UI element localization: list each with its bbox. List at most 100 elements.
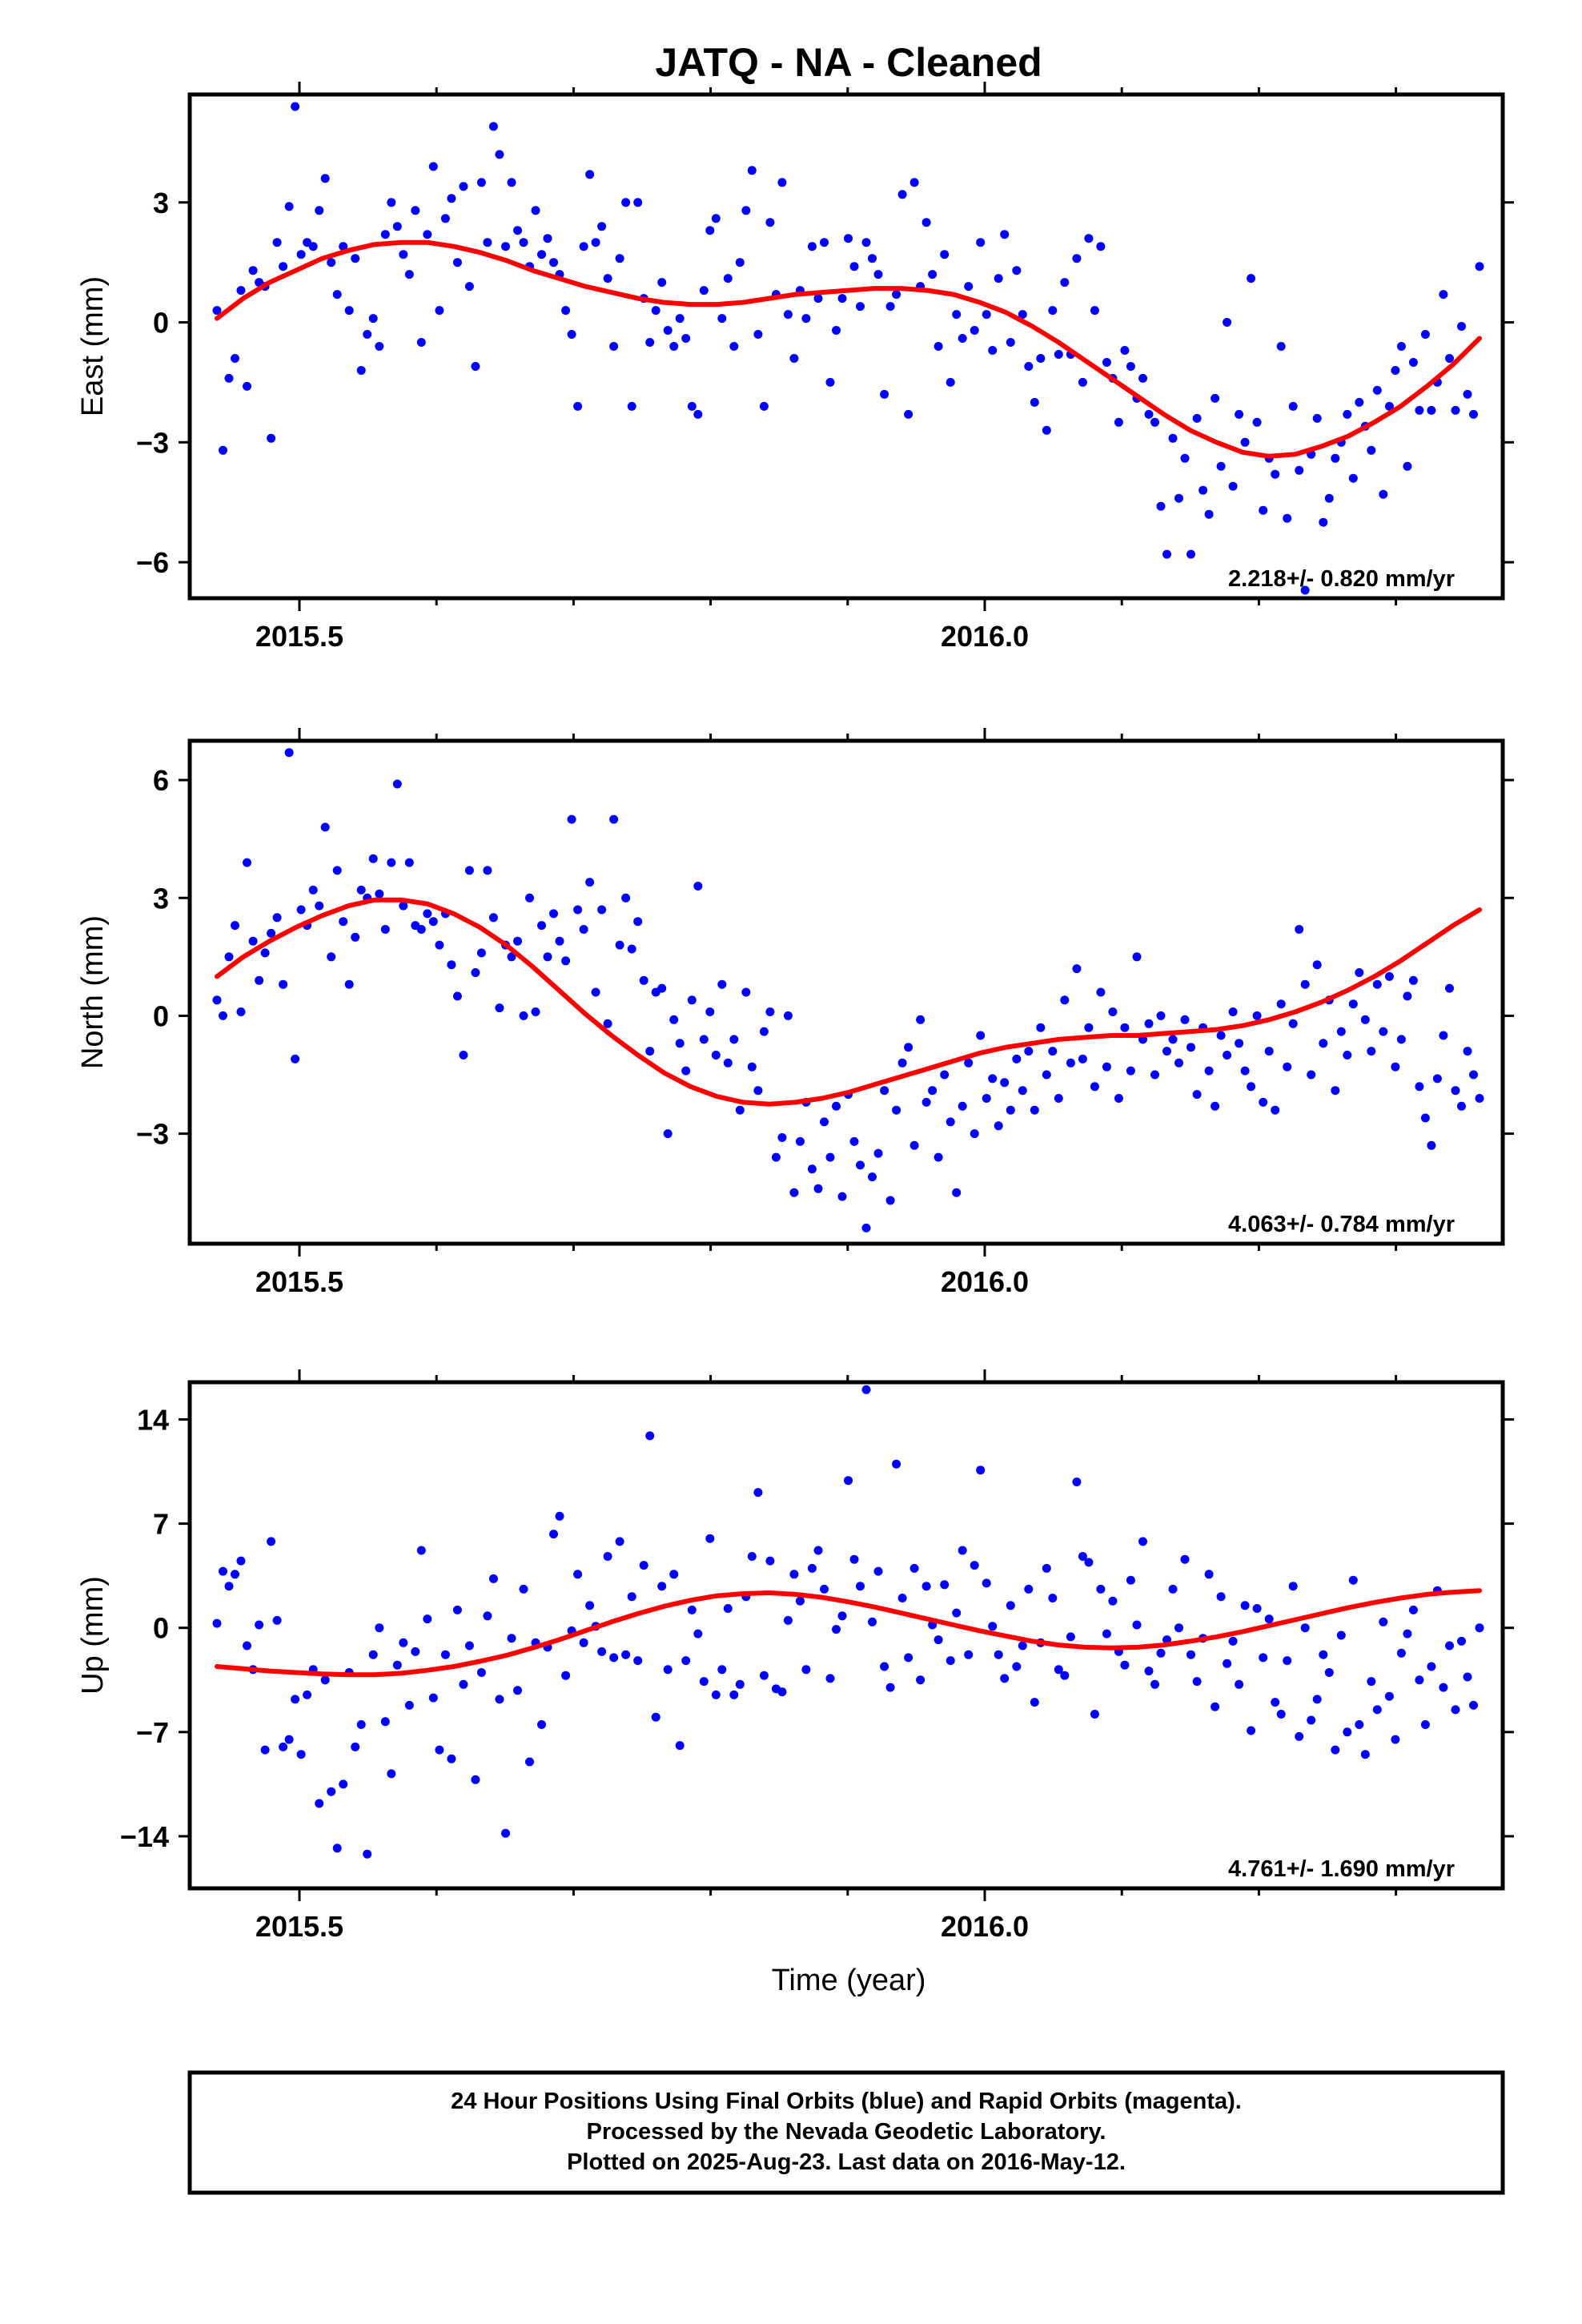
north-data-point — [1162, 1047, 1171, 1056]
up-data-point — [380, 1717, 390, 1727]
up-data-point — [964, 1650, 974, 1659]
up-data-point — [1174, 1623, 1183, 1633]
up-data-point — [795, 1596, 805, 1606]
east-data-point — [1036, 354, 1046, 363]
north-data-point — [777, 1133, 787, 1142]
up-data-point — [1030, 1698, 1039, 1707]
east-data-point — [946, 377, 955, 387]
north-data-point — [621, 893, 631, 903]
east-data-point — [861, 238, 871, 247]
east-data-point — [1324, 493, 1334, 503]
north-data-point — [741, 987, 751, 997]
up-data-point — [1355, 1720, 1364, 1729]
up-data-point — [351, 1742, 360, 1751]
up-data-point — [681, 1656, 691, 1666]
up-data-point — [1042, 1563, 1051, 1573]
east-data-point — [753, 330, 763, 339]
up-data-point — [440, 1650, 450, 1659]
up-data-point — [909, 1563, 919, 1573]
x-axis-label: Time (year) — [772, 1964, 926, 1997]
east-data-point — [735, 258, 745, 267]
east-data-point — [248, 266, 258, 275]
up-y-tick-label: −7 — [136, 1716, 169, 1749]
east-data-point — [1072, 254, 1082, 263]
north-data-point — [1384, 971, 1394, 981]
east-data-point — [291, 102, 300, 111]
east-data-point — [615, 254, 624, 263]
up-data-point — [717, 1665, 727, 1675]
north-data-point — [291, 1054, 300, 1063]
up-data-point — [1295, 1731, 1304, 1741]
north-data-point — [940, 1070, 950, 1080]
north-data-point — [681, 1066, 691, 1076]
north-data-point — [1192, 1090, 1202, 1100]
up-data-point — [1408, 1605, 1418, 1614]
east-data-point — [1012, 266, 1022, 275]
east-data-point — [452, 258, 462, 267]
east-data-point — [327, 258, 336, 267]
north-data-point — [1132, 952, 1142, 962]
up-rate-label: 4.761+/- 1.690 mm/yr — [1228, 1856, 1455, 1882]
north-data-point — [633, 917, 643, 927]
up-data-point — [663, 1665, 673, 1675]
up-data-point — [1343, 1727, 1352, 1737]
north-data-point — [1240, 1066, 1250, 1076]
north-data-point — [820, 1117, 829, 1127]
up-data-point — [669, 1570, 679, 1579]
up-data-point — [880, 1662, 889, 1671]
up-data-point — [1391, 1735, 1400, 1744]
east-data-point — [759, 401, 769, 411]
up-data-point — [1150, 1679, 1159, 1689]
north-data-point — [789, 1188, 799, 1197]
east-x-tick-label: 2015.5 — [255, 620, 343, 653]
north-data-point — [753, 1086, 763, 1096]
up-data-point — [1367, 1677, 1376, 1687]
up-data-point — [507, 1634, 516, 1643]
up-data-point — [356, 1720, 366, 1729]
north-y-tick-label: −3 — [136, 1118, 169, 1151]
north-data-point — [1312, 960, 1322, 970]
east-data-point — [440, 214, 450, 223]
up-data-point — [723, 1604, 733, 1613]
up-data-point — [1420, 1720, 1430, 1729]
up-data-point — [825, 1674, 835, 1683]
north-data-point — [1259, 1097, 1268, 1107]
east-data-point — [495, 150, 504, 159]
east-data-point — [231, 354, 239, 363]
up-data-point — [236, 1556, 246, 1566]
up-data-point — [320, 1675, 330, 1685]
up-data-point — [423, 1614, 432, 1624]
east-data-point — [964, 282, 974, 292]
north-data-point — [555, 936, 564, 946]
east-data-point — [1396, 342, 1406, 351]
up-data-point — [387, 1769, 396, 1779]
up-data-point — [753, 1488, 763, 1498]
up-data-point — [868, 1617, 877, 1626]
up-data-point — [513, 1686, 522, 1695]
up-data-point — [777, 1687, 787, 1697]
north-data-point — [699, 1035, 709, 1044]
up-data-point — [1283, 1656, 1292, 1666]
north-data-point — [970, 1129, 979, 1139]
north-data-point — [464, 866, 474, 875]
east-data-point — [651, 306, 661, 316]
up-data-point — [747, 1552, 757, 1561]
east-data-point — [1078, 377, 1087, 387]
up-data-point — [392, 1660, 402, 1670]
up-data-point — [464, 1641, 474, 1651]
up-data-point — [675, 1741, 685, 1751]
up-data-point — [1180, 1554, 1190, 1564]
east-data-point — [844, 234, 853, 243]
north-data-point — [1228, 1007, 1238, 1016]
east-data-point — [669, 342, 679, 351]
footer-box: 24 Hour Positions Using Final Orbits (bl… — [187, 2070, 1505, 2195]
east-plot-frame — [187, 92, 1505, 601]
north-data-point — [1024, 1047, 1034, 1056]
north-data-point — [897, 1058, 907, 1068]
east-data-point — [272, 238, 282, 247]
up-data-point — [1168, 1584, 1178, 1594]
east-data-point — [549, 258, 558, 267]
up-data-point — [861, 1385, 871, 1394]
up-data-point — [1102, 1629, 1111, 1638]
north-data-point — [639, 975, 648, 985]
